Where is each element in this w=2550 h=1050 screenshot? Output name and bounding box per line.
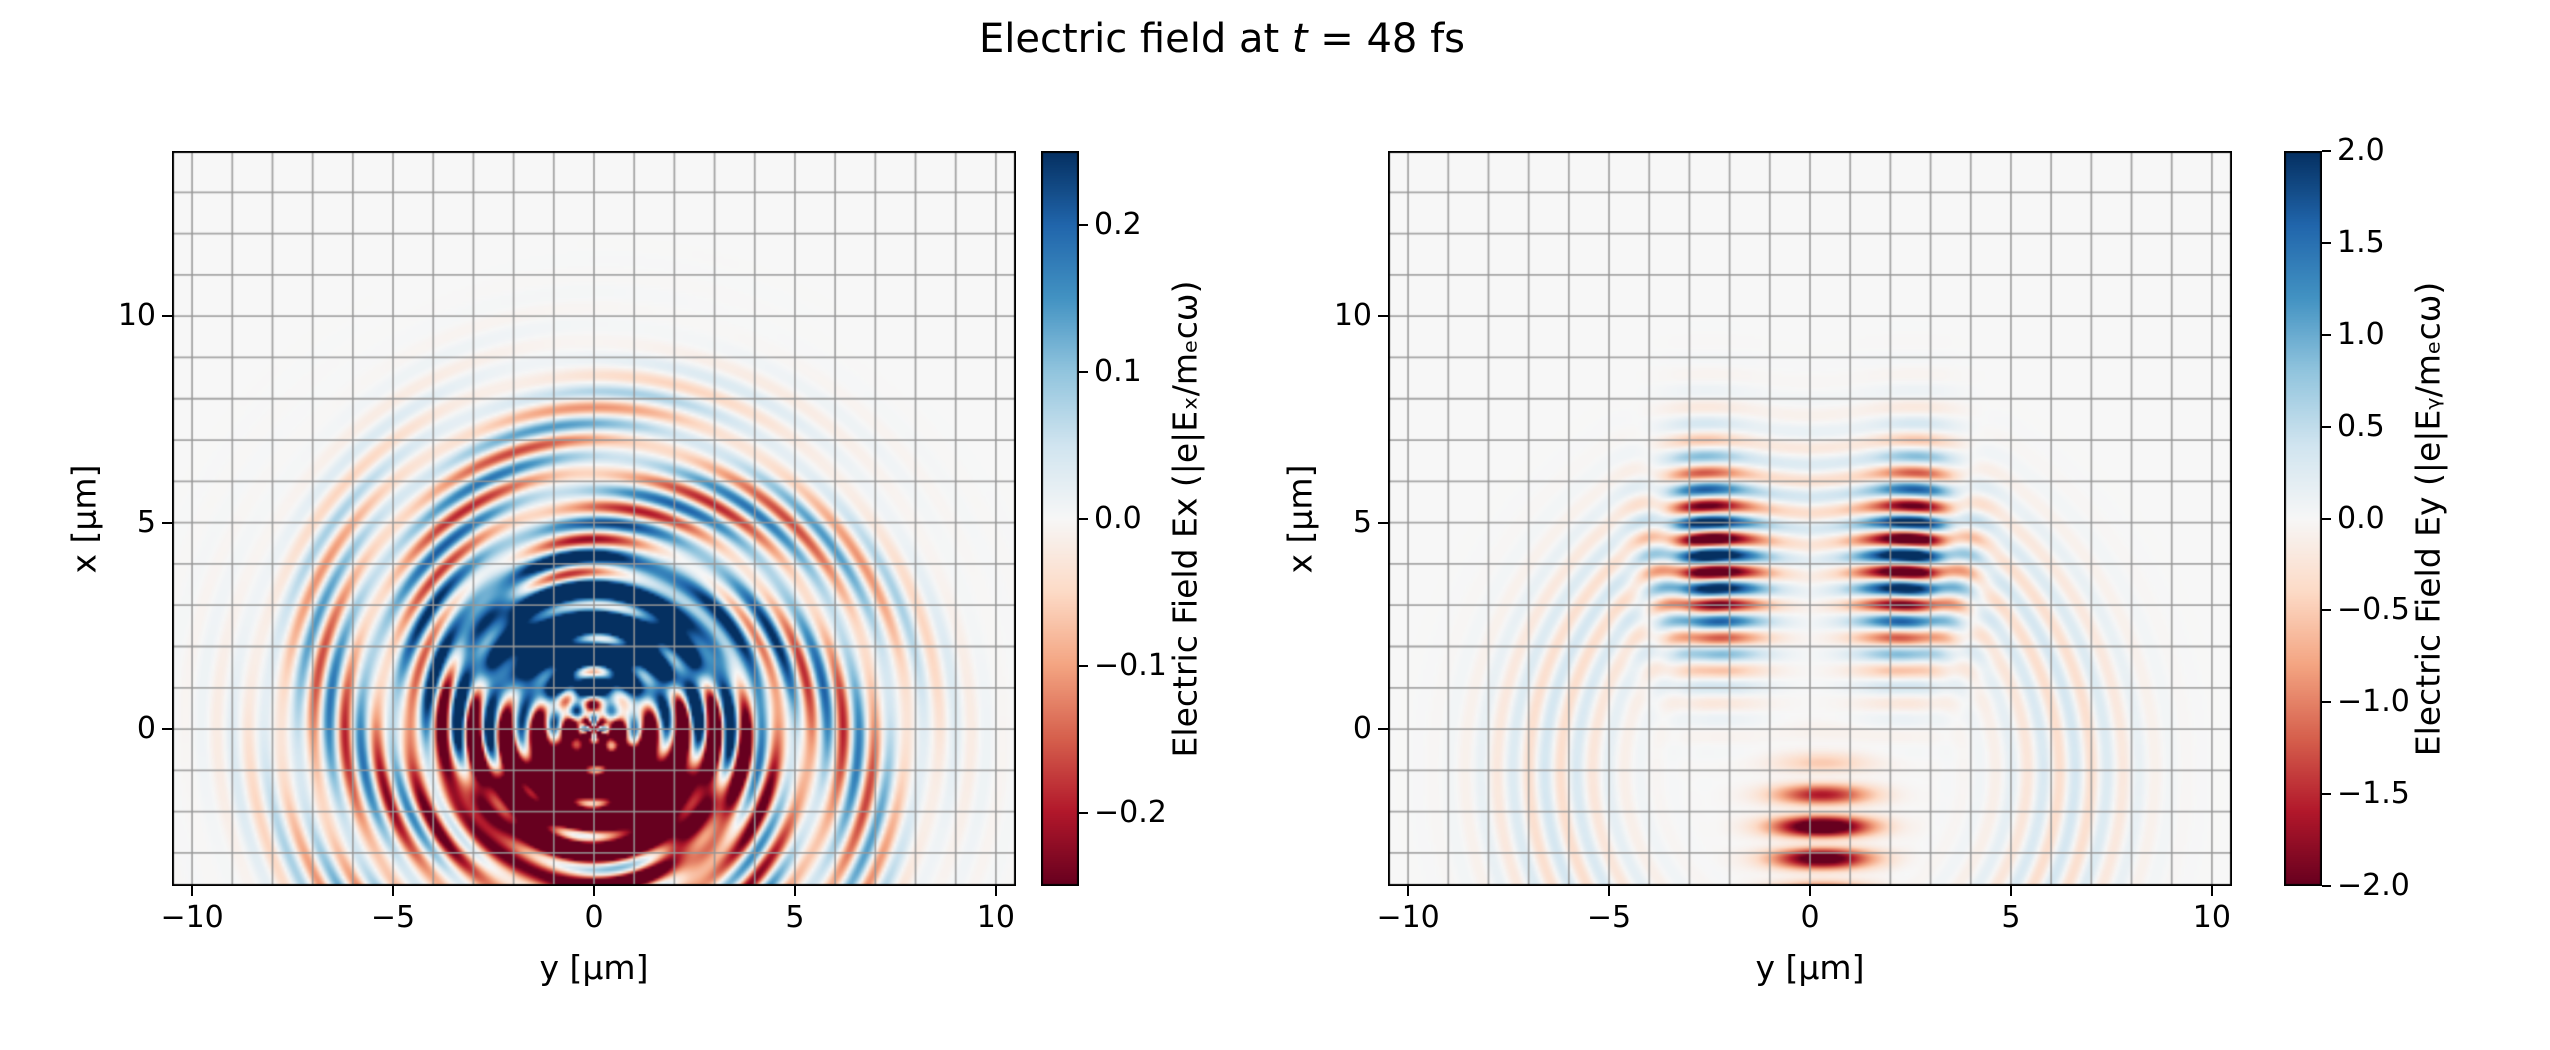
x-tick — [2210, 886, 2213, 896]
colorbar-tick — [2322, 425, 2331, 428]
ey-x-axis-label: y [μm] — [1755, 948, 1865, 987]
figure-title-suffix: = 48 fs — [1307, 16, 1466, 62]
figure-title-variable: t — [1291, 16, 1308, 62]
y-tick-label: 5 — [136, 504, 156, 540]
ey-colorbar-label: Electric Field Ey (|e|Eᵧ/mₑcω) — [2408, 281, 2448, 756]
colorbar-tick — [1079, 370, 1088, 373]
x-tick-label: 5 — [785, 900, 805, 935]
colorbar-tick — [1079, 811, 1088, 814]
y-tick-label: 5 — [1352, 504, 1372, 540]
colorbar-tick-label: 0.0 — [2337, 500, 2385, 536]
colorbar-tick-label: 0.0 — [1094, 500, 1142, 536]
x-tick-label: 0 — [1800, 900, 1820, 935]
y-tick — [1378, 521, 1388, 524]
colorbar-tick — [2322, 609, 2331, 612]
y-tick-label: 10 — [1333, 298, 1372, 334]
y-tick — [1378, 728, 1388, 731]
ey-heatmap — [1388, 151, 2232, 886]
x-tick-label: −10 — [1376, 900, 1440, 935]
colorbar-tick-label: −0.2 — [1094, 794, 1167, 830]
colorbar-tick — [2322, 333, 2331, 336]
x-tick — [1407, 886, 1410, 896]
ex-x-axis-label: y [μm] — [539, 948, 649, 987]
figure-title: Electric field at t = 48 fs — [979, 16, 1465, 62]
y-tick-label: 0 — [1352, 711, 1372, 747]
colorbar-tick-label: −1.5 — [2337, 776, 2410, 812]
colorbar-tick — [2322, 701, 2331, 704]
figure-title-prefix: Electric field at — [978, 16, 1292, 62]
x-tick-label: −10 — [160, 900, 224, 935]
colorbar-tick-label: 0.2 — [1094, 206, 1142, 242]
colorbar-tick — [1079, 517, 1088, 520]
colorbar-tick-label: −0.1 — [1094, 647, 1167, 683]
y-tick-label: 10 — [117, 298, 156, 334]
y-tick — [1378, 315, 1388, 318]
x-tick — [793, 886, 796, 896]
x-tick-label: 10 — [2192, 900, 2231, 935]
y-tick — [162, 521, 172, 524]
ex-colorbar — [1041, 151, 1079, 886]
colorbar-tick-label: 1.5 — [2337, 224, 2385, 260]
colorbar-tick — [2322, 241, 2331, 244]
y-tick — [162, 315, 172, 318]
colorbar-tick — [1079, 223, 1088, 226]
colorbar-tick-label: −2.0 — [2337, 868, 2410, 903]
x-tick — [593, 886, 595, 896]
colorbar-tick — [2322, 793, 2331, 796]
x-tick-label: 10 — [976, 900, 1015, 935]
colorbar-tick-label: 2.0 — [2337, 133, 2385, 168]
colorbar-tick-label: 1.0 — [2337, 316, 2385, 352]
colorbar-tick-label: 0.5 — [2337, 408, 2385, 444]
colorbar-tick — [2322, 150, 2331, 152]
y-tick-label: 0 — [136, 711, 156, 747]
x-tick — [392, 886, 395, 896]
colorbar-tick-label: −0.5 — [2337, 592, 2410, 628]
colorbar-tick — [2322, 517, 2331, 520]
x-tick — [191, 886, 194, 896]
y-tick — [162, 728, 172, 731]
ex-colorbar-label: Electric Field Ex (|e|Eₓ/mₑcω) — [1165, 280, 1205, 757]
x-tick-label: 0 — [584, 900, 604, 935]
x-tick-label: −5 — [370, 900, 416, 935]
colorbar-tick — [2322, 885, 2331, 887]
x-tick-label: 5 — [2001, 900, 2021, 935]
x-tick — [1809, 886, 1811, 896]
x-tick — [2009, 886, 2012, 896]
ex-heatmap — [172, 151, 1016, 886]
x-tick — [1608, 886, 1611, 896]
x-tick-label: −5 — [1586, 900, 1632, 935]
colorbar-tick-label: 0.1 — [1094, 353, 1142, 389]
colorbar-tick-label: −1.0 — [2337, 684, 2410, 720]
x-tick — [994, 886, 997, 896]
ey-colorbar — [2284, 151, 2322, 886]
colorbar-tick — [1079, 664, 1088, 667]
